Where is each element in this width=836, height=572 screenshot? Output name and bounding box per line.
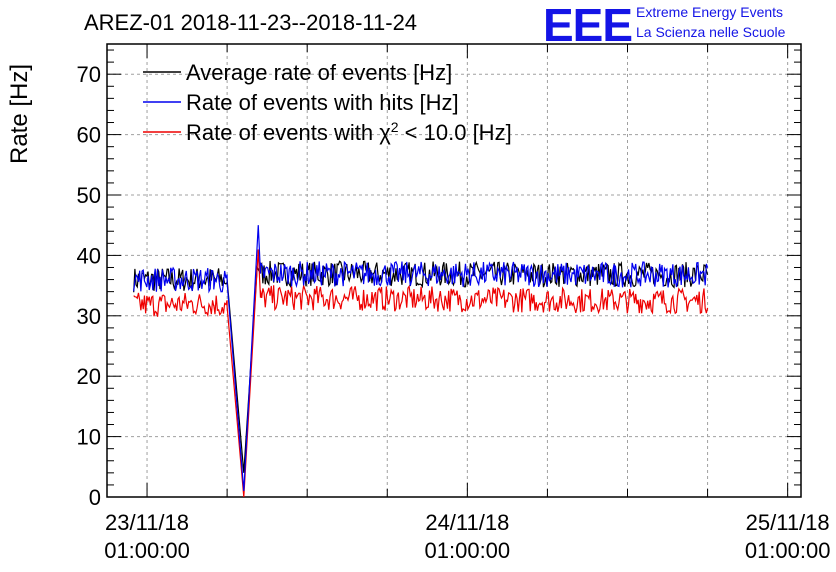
x-tick-label-date: 25/11/18 bbox=[746, 510, 830, 535]
logo-line-2: La Scienza nelle Scuole bbox=[636, 24, 786, 40]
y-tick-label: 60 bbox=[77, 123, 101, 148]
grid-lines bbox=[107, 44, 801, 497]
legend-label: Rate of events with χ2 < 10.0 [Hz] bbox=[186, 119, 512, 145]
y-tick-label: 30 bbox=[77, 304, 101, 329]
y-tick-label: 20 bbox=[77, 364, 101, 389]
x-tick-label-time: 01:00:00 bbox=[104, 538, 190, 563]
y-tick-label: 0 bbox=[89, 485, 101, 510]
series-line bbox=[133, 225, 709, 492]
legend-label: Rate of events with hits [Hz] bbox=[186, 90, 459, 115]
y-tick-label: 50 bbox=[77, 183, 101, 208]
series-line bbox=[133, 249, 709, 498]
axis-ticks: 0 10 20 30 40 50 60 70 23/11/18 01:00:00 24/11/18 0… bbox=[77, 44, 831, 563]
data-series bbox=[133, 225, 709, 498]
legend-label: Average rate of events [Hz] bbox=[186, 60, 452, 85]
eee-logo: EEE bbox=[543, 0, 633, 51]
plot-frame bbox=[106, 43, 802, 498]
legend: Average rate of events [Hz] Rate of event… bbox=[143, 60, 512, 145]
chart-title: AREZ-01 2018-11-23--2018-11-24 bbox=[84, 10, 418, 35]
x-tick-label-time: 01:00:00 bbox=[745, 538, 831, 563]
y-tick-label: 10 bbox=[77, 425, 101, 450]
y-tick-label: 70 bbox=[77, 62, 101, 87]
logo-line-1: Extreme Energy Events bbox=[636, 4, 784, 20]
y-tick-label: 40 bbox=[77, 243, 101, 268]
x-tick-label-date: 23/11/18 bbox=[105, 510, 189, 535]
x-tick-label-time: 01:00:00 bbox=[425, 538, 511, 563]
x-tick-label-date: 24/11/18 bbox=[425, 510, 509, 535]
